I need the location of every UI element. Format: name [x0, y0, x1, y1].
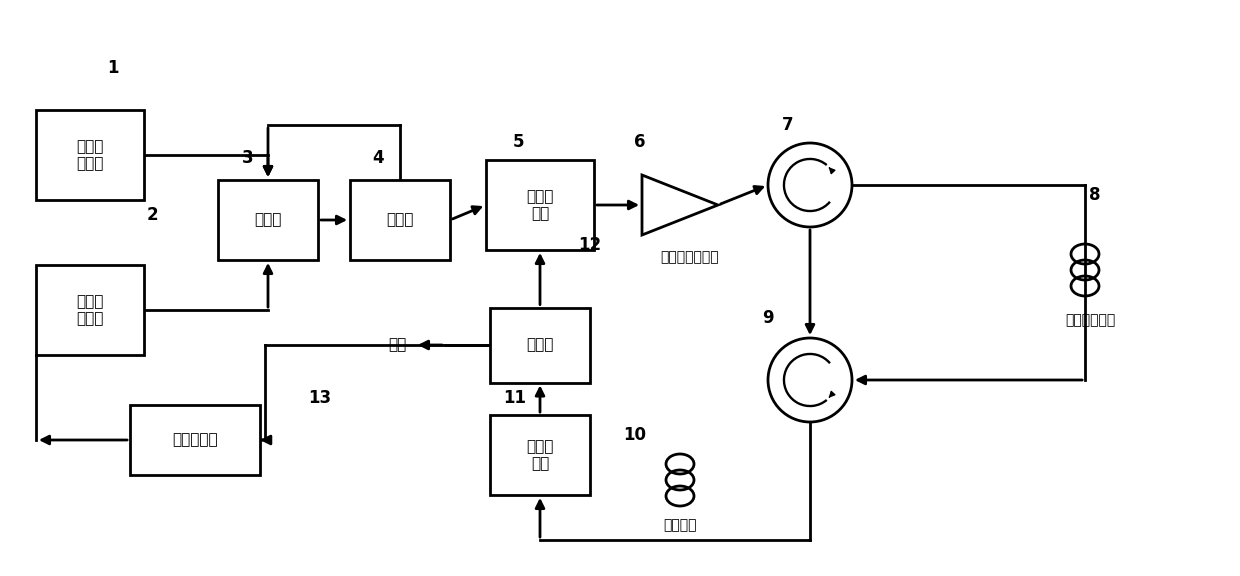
- Text: 3: 3: [242, 149, 254, 167]
- Bar: [350, 180, 450, 260]
- Text: 可调谐
激光器: 可调谐 激光器: [77, 294, 104, 326]
- Bar: [490, 308, 590, 382]
- Text: 11: 11: [503, 389, 527, 407]
- Text: 1: 1: [107, 59, 119, 77]
- Text: 功分器: 功分器: [526, 338, 554, 353]
- Text: 分束器: 分束器: [387, 213, 414, 228]
- Bar: [486, 160, 594, 250]
- Text: 掺铒光纤放大器: 掺铒光纤放大器: [661, 250, 719, 264]
- Text: 12: 12: [578, 236, 601, 254]
- Bar: [36, 265, 144, 355]
- Text: 4: 4: [372, 149, 384, 167]
- Text: 输出: 输出: [388, 338, 407, 353]
- Bar: [36, 110, 144, 200]
- Text: 2: 2: [146, 206, 157, 224]
- Text: 可调谐
激光器: 可调谐 激光器: [77, 139, 104, 171]
- Bar: [218, 180, 317, 260]
- Text: 强度调
制器: 强度调 制器: [526, 189, 554, 221]
- Text: 耦合器: 耦合器: [254, 213, 281, 228]
- Text: 单模光纤: 单模光纤: [663, 518, 697, 532]
- Text: 高非线性光纤: 高非线性光纤: [1065, 313, 1115, 327]
- Text: 锁相环系统: 锁相环系统: [172, 433, 218, 448]
- Bar: [130, 405, 260, 475]
- Text: 9: 9: [763, 309, 774, 327]
- Text: 5: 5: [512, 133, 523, 151]
- Text: 8: 8: [1089, 186, 1101, 204]
- Text: 6: 6: [634, 133, 646, 151]
- Text: 13: 13: [309, 389, 331, 407]
- Text: 7: 7: [782, 116, 794, 134]
- Bar: [490, 415, 590, 495]
- Text: 光电探
测器: 光电探 测器: [526, 439, 554, 471]
- Text: 10: 10: [624, 426, 646, 444]
